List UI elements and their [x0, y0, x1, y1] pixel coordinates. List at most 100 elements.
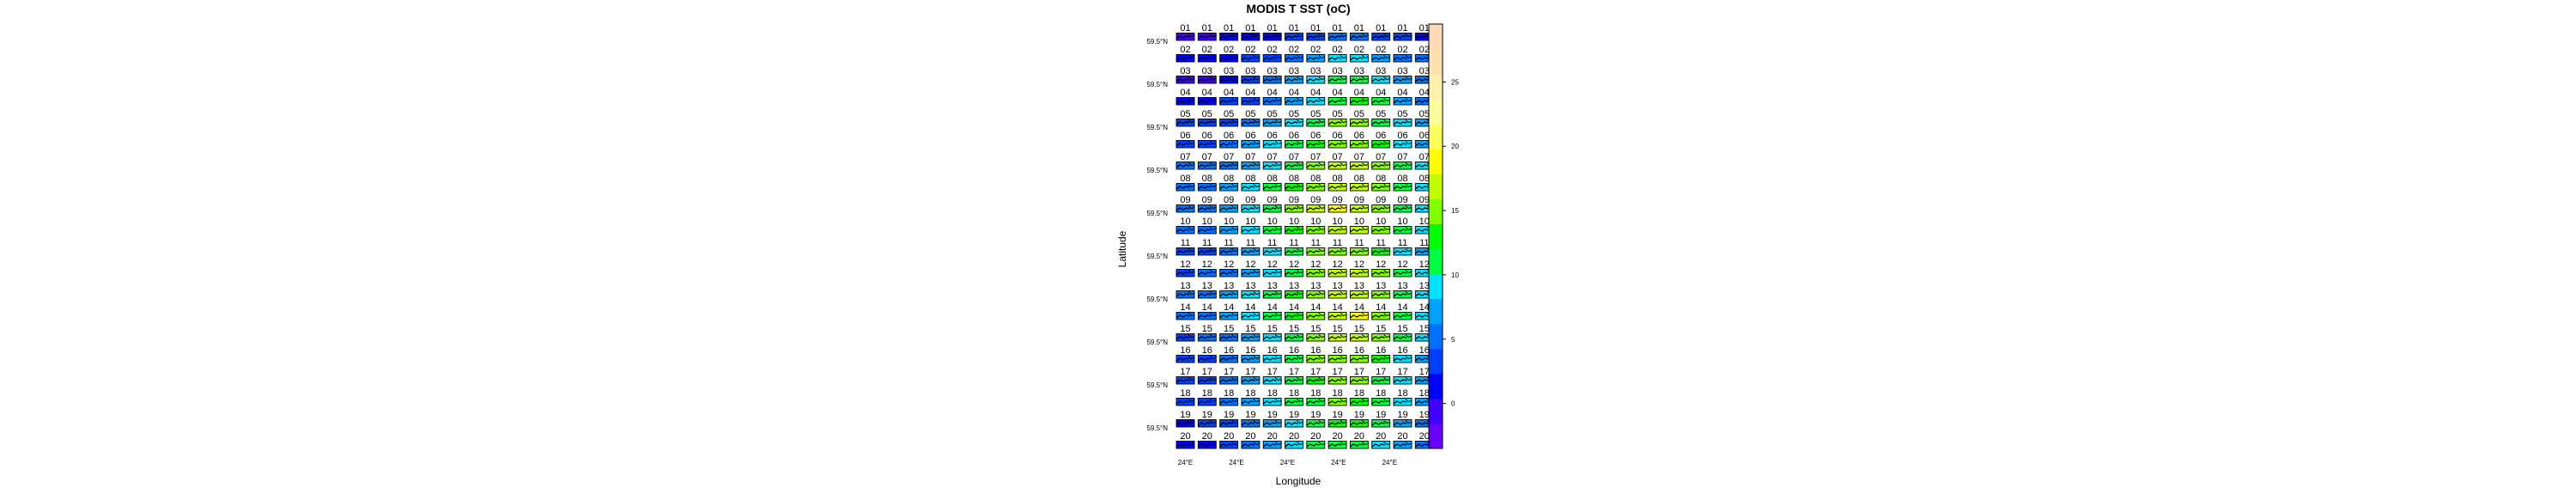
map-panel: 14: [1371, 302, 1391, 320]
coastline-line: [1383, 420, 1390, 424]
panel-date-label: 14: [1376, 302, 1386, 313]
panel-date-label: 01: [1354, 23, 1364, 34]
coastline-line: [1371, 57, 1385, 61]
panel-date-label: 03: [1224, 66, 1234, 76]
coastline-line: [1340, 98, 1347, 102]
coastline-line: [1197, 336, 1212, 340]
coastline-line: [1262, 121, 1277, 125]
coastline-line: [1383, 313, 1390, 317]
coastline-line: [1197, 57, 1212, 61]
panel-date-label: 01: [1180, 23, 1190, 34]
coastline-line: [1219, 121, 1233, 125]
coastline-line: [1285, 35, 1298, 40]
map-panel: 14: [1176, 302, 1195, 320]
coastline-line: [1231, 377, 1238, 381]
panel-date-label: 03: [1332, 66, 1342, 76]
y-tick-label: 59.5°N: [1146, 38, 1168, 46]
map-panel: 09: [1371, 195, 1391, 213]
map-panel: 04: [1371, 88, 1391, 106]
map-panel: 01: [1306, 23, 1326, 41]
coastline-line: [1297, 291, 1303, 296]
map-panel: 10: [1285, 217, 1303, 235]
coastline-line: [1188, 334, 1195, 338]
panel-date-label: 08: [1224, 174, 1234, 184]
map-panel: 13: [1371, 281, 1391, 299]
map-panel: 13: [1197, 281, 1217, 299]
map-panel: 06: [1197, 131, 1217, 149]
map-panel: 04: [1219, 88, 1239, 106]
panel-date-label: 08: [1332, 174, 1342, 184]
coastline-line: [1241, 422, 1255, 426]
map-panel: 16: [1306, 345, 1326, 363]
coastline-line: [1253, 313, 1261, 317]
panel-date-label: 20: [1224, 431, 1234, 442]
coastline-line: [1241, 336, 1255, 340]
coastline-line: [1262, 100, 1277, 104]
map-panel: 04: [1176, 88, 1195, 106]
coastline-line: [1340, 34, 1347, 38]
coastline-line: [1285, 100, 1298, 104]
map-panel: 12: [1349, 259, 1369, 277]
panel-date-label: 16: [1224, 345, 1234, 356]
coastline-line: [1197, 229, 1212, 233]
map-panel: 02: [1393, 45, 1413, 63]
coastline-line: [1188, 55, 1195, 59]
panel-date-label: 06: [1245, 131, 1255, 141]
coastline-line: [1350, 121, 1364, 125]
map-panel: 19: [1262, 410, 1282, 428]
coastline-line: [1362, 313, 1369, 317]
map-panel: 06: [1176, 131, 1195, 149]
coastline-line: [1393, 186, 1407, 190]
panel-date-label: 08: [1202, 174, 1212, 184]
map-panel: 05: [1176, 109, 1195, 127]
coastline-line: [1285, 121, 1298, 125]
panel-date-label: 16: [1289, 345, 1299, 356]
map-panel: 14: [1306, 302, 1326, 320]
coastline-line: [1340, 141, 1347, 145]
map-panel: 07: [1306, 152, 1326, 170]
coastline-line: [1176, 293, 1190, 297]
y-tick-label: 59.5°N: [1146, 124, 1168, 131]
panel-date-label: 02: [1202, 45, 1212, 55]
coastline-line: [1350, 229, 1364, 233]
map-panel: 05: [1219, 109, 1239, 127]
panel-date-label: 09: [1180, 195, 1190, 205]
coastline-line: [1383, 34, 1390, 38]
panel-date-label: 10: [1289, 217, 1299, 227]
map-panel: 11: [1219, 238, 1239, 256]
panel-date-label: 20: [1267, 431, 1278, 442]
map-panel: 10: [1349, 217, 1369, 235]
coastline-line: [1393, 121, 1407, 125]
map-panel: 20: [1349, 431, 1369, 449]
coastline-line: [1327, 443, 1342, 448]
panel-date-label: 15: [1202, 324, 1212, 334]
panel-date-label: 19: [1310, 410, 1321, 420]
coastline-line: [1405, 162, 1413, 167]
map-panel: 15: [1306, 324, 1326, 342]
coastline-line: [1297, 442, 1303, 446]
coastline-line: [1209, 34, 1217, 38]
coastline-line: [1383, 334, 1390, 338]
coastline-line: [1371, 271, 1385, 276]
coastline-line: [1350, 250, 1364, 254]
coastline-line: [1362, 162, 1369, 167]
panel-date-label: 04: [1180, 88, 1190, 98]
coastline-line: [1340, 162, 1347, 167]
panel-date-label: 04: [1354, 88, 1364, 98]
coastline-line: [1188, 76, 1195, 81]
map-panel: 17: [1262, 367, 1282, 385]
coastline-line: [1297, 356, 1303, 360]
coastline-line: [1188, 399, 1195, 403]
map-panel: 08: [1371, 174, 1391, 192]
coastline-line: [1306, 271, 1320, 276]
coastline-line: [1340, 270, 1347, 274]
coastline-line: [1253, 141, 1261, 145]
map-panel: 20: [1285, 431, 1303, 449]
coastline-line: [1274, 34, 1282, 38]
panel-date-label: 04: [1397, 88, 1407, 98]
map-panel: 09: [1414, 195, 1434, 213]
panel-date-label: 12: [1267, 259, 1278, 270]
y-tick-label: 59.5°N: [1146, 381, 1168, 389]
map-panel: 17: [1327, 367, 1347, 385]
coastline-line: [1262, 271, 1277, 276]
